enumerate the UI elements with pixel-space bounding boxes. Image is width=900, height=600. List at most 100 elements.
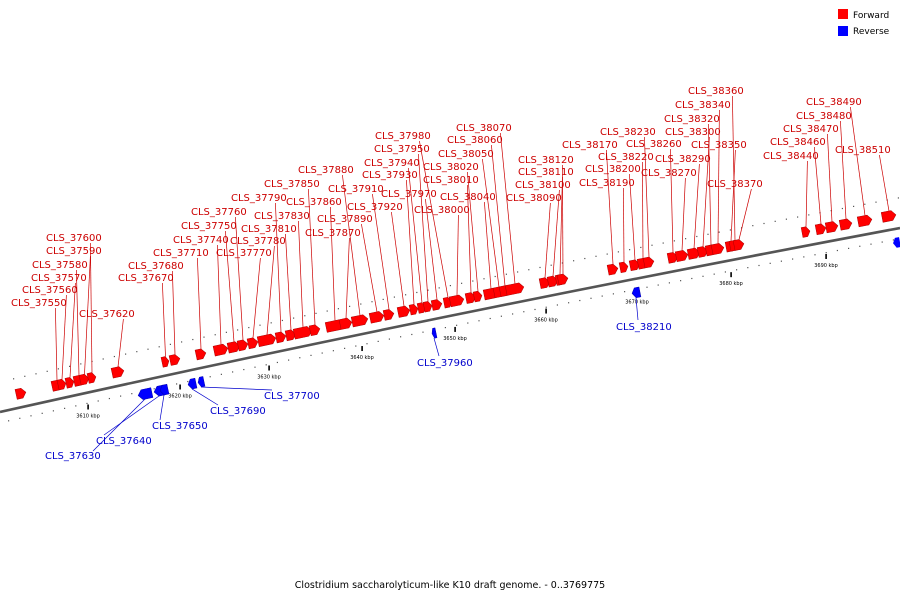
forward-gene-leader [805, 160, 808, 227]
major-tick [454, 326, 456, 332]
reverse-gene [197, 376, 206, 388]
forward-gene-leader [419, 140, 449, 298]
tick-dot [153, 388, 155, 390]
forward-gene-label: CLS_37860 [286, 197, 342, 208]
reverse-gene-label: CLS_37650 [152, 421, 208, 432]
major-tick [179, 384, 181, 390]
tick-dot [814, 254, 816, 256]
forward-gene-label: CLS_37940 [364, 158, 420, 169]
forward-gene-label: CLS_38220 [598, 152, 654, 163]
forward-gene-label: CLS_37580 [32, 260, 88, 271]
tick-dot [579, 299, 581, 302]
forward-gene-label: CLS_38350 [691, 140, 747, 151]
forward-gene-label: CLS_38000 [414, 205, 470, 216]
forward-gene-leader [732, 95, 736, 241]
forward-gene [110, 366, 125, 379]
forward-gene-label: CLS_38170 [562, 140, 618, 151]
tick-dot [321, 352, 323, 354]
forward-gene [368, 311, 385, 324]
forward-gene-label: CLS_38090 [506, 193, 562, 204]
forward-gene [880, 210, 897, 223]
reverse-gene-leader [92, 398, 146, 452]
reverse-gene-leader [191, 388, 219, 406]
tick-dot [561, 262, 563, 264]
forward-gene [236, 339, 249, 352]
forward-gene-leader [606, 149, 614, 265]
forward-gene [856, 214, 873, 228]
reverse-gene [187, 377, 198, 390]
tick-dot [797, 216, 799, 218]
tick-dot [478, 320, 480, 322]
tick-dot [181, 341, 183, 343]
forward-gene-label: CLS_38360 [688, 86, 744, 97]
forward-gene-label: CLS_37620 [79, 309, 135, 320]
forward-gene-leader [629, 173, 636, 260]
forward-gene-leader [467, 171, 479, 292]
forward-gene-label: CLS_37710 [153, 248, 209, 259]
tick-dot [147, 348, 149, 350]
tick-dot [713, 273, 715, 275]
reverse-gene-leader [200, 386, 273, 391]
forward-gene-label: CLS_38320 [664, 114, 720, 125]
tick-dot [780, 260, 782, 262]
forward-gene-label: CLS_38490 [806, 97, 862, 108]
tick-dot [512, 313, 514, 315]
forward-gene [642, 256, 655, 269]
forward-gene-label: CLS_38120 [518, 155, 574, 166]
forward-gene-leader [425, 198, 438, 300]
forward-gene [64, 377, 75, 389]
tick-dot [422, 331, 424, 333]
tick-dot [640, 246, 642, 249]
tick-dot [568, 302, 570, 304]
tick-dot [612, 293, 614, 295]
tick-dot [46, 370, 48, 372]
tick-dot [769, 262, 771, 264]
tick-dot [13, 378, 15, 380]
legend-reverse-label: Reverse [853, 27, 890, 37]
tick-dot [556, 304, 558, 306]
forward-gene-leader [235, 216, 244, 341]
forward-gene-label: CLS_37600 [46, 233, 102, 244]
reverse-gene [631, 286, 642, 299]
tick-dot [209, 376, 211, 378]
forward-gene-label: CLS_37870 [305, 228, 361, 239]
tick-dot [237, 329, 239, 331]
forward-gene-label: CLS_37550 [11, 298, 67, 309]
forward-gene-leader [406, 179, 415, 305]
tick-dot [456, 324, 458, 326]
forward-gene-label: CLS_37850 [264, 179, 320, 190]
forward-gene [800, 226, 811, 238]
forward-gene-label: CLS_38440 [763, 151, 819, 162]
tick-dot [41, 412, 43, 414]
forward-gene-label: CLS_37760 [191, 207, 247, 218]
major-ticks: 3610 kbp 3620 kbp 3630 kbp 3640 kbp 3650 kbp… [76, 253, 838, 419]
forward-gene [838, 218, 853, 231]
forward-gene-leader [162, 282, 166, 357]
forward-gene [382, 309, 395, 321]
tick-dot [808, 214, 810, 216]
forward-gene [710, 243, 725, 256]
tick-dot [881, 241, 883, 243]
forward-gene [674, 250, 689, 263]
forward-gene [408, 303, 419, 316]
legend-forward-label: Forward [853, 11, 889, 21]
tick-dot [400, 336, 402, 338]
tick-dot [355, 345, 357, 347]
tick-dot [382, 298, 384, 301]
forward-gene-leader [482, 158, 500, 288]
forward-gene [814, 223, 827, 236]
forward-gene-leader [55, 307, 58, 381]
forward-gene-leader [90, 242, 93, 373]
forward-gene-label: CLS_37780 [230, 236, 286, 247]
forward-gene-label: CLS_38510 [835, 145, 891, 156]
tick-dot [24, 375, 26, 377]
forward-gene-label: CLS_37770 [216, 248, 272, 259]
forward-gene [274, 331, 287, 344]
forward-gene [292, 326, 313, 340]
tick-dot [505, 273, 507, 275]
forward-gene [246, 337, 259, 350]
tick-dot [8, 420, 10, 422]
tick-dot [405, 294, 407, 296]
tick-dot [848, 247, 850, 249]
tick-dot [825, 252, 827, 254]
